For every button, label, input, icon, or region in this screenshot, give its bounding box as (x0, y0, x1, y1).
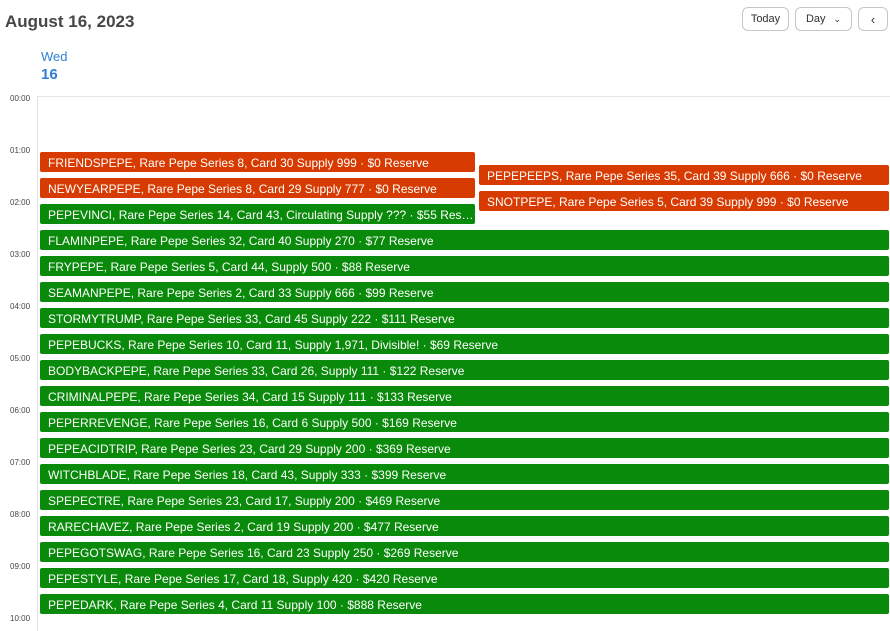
calendar-event[interactable]: SNOTPEPE, Rare Pepe Series 5, Card 39 Su… (478, 190, 890, 212)
calendar-event[interactable]: WITCHBLADE, Rare Pepe Series 18, Card 43… (39, 463, 890, 485)
calendar-event[interactable]: FRIENDSPEPE, Rare Pepe Series 8, Card 30… (39, 151, 476, 173)
hour-label: 06:00 (10, 406, 31, 415)
hour-label: 00:00 (10, 94, 31, 103)
calendar-event[interactable]: PEPEPEEPS, Rare Pepe Series 35, Card 39 … (478, 164, 890, 186)
hour-label: 05:00 (10, 354, 31, 363)
calendar-event[interactable]: NEWYEARPEPE, Rare Pepe Series 8, Card 29… (39, 177, 476, 199)
calendar-event[interactable]: RARECHAVEZ, Rare Pepe Series 2, Card 19 … (39, 515, 890, 537)
today-button[interactable]: Today (742, 7, 789, 31)
previous-day-button[interactable]: ‹ (858, 7, 888, 31)
calendar-event[interactable]: PEPEACIDTRIP, Rare Pepe Series 23, Card … (39, 437, 890, 459)
view-select-button[interactable]: Day ⌄ (795, 7, 852, 31)
hour-label: 09:00 (10, 562, 31, 571)
hour-label: 07:00 (10, 458, 31, 467)
hour-label: 04:00 (10, 302, 31, 311)
calendar-event[interactable]: SPEPECTRE, Rare Pepe Series 23, Card 17,… (39, 489, 890, 511)
day-name: Wed (41, 49, 68, 64)
header-divider (37, 96, 890, 97)
calendar-event[interactable]: PEPESTYLE, Rare Pepe Series 17, Card 18,… (39, 567, 890, 589)
calendar-event[interactable]: PEPEBUCKS, Rare Pepe Series 10, Card 11,… (39, 333, 890, 355)
page-title: August 16, 2023 (5, 12, 135, 31)
hour-label: 03:00 (10, 250, 31, 259)
calendar-event[interactable]: CRIMINALPEPE, Rare Pepe Series 34, Card … (39, 385, 890, 407)
calendar-event[interactable]: SEAMANPEPE, Rare Pepe Series 2, Card 33 … (39, 281, 890, 303)
calendar-event[interactable]: FRYPEPE, Rare Pepe Series 5, Card 44, Su… (39, 255, 890, 277)
hour-label: 10:00 (10, 614, 31, 623)
calendar-event[interactable]: BODYBACKPEPE, Rare Pepe Series 33, Card … (39, 359, 890, 381)
calendar-event[interactable]: PEPEDARK, Rare Pepe Series 4, Card 11 Su… (39, 593, 890, 615)
calendar-event[interactable]: PEPEGOTSWAG, Rare Pepe Series 16, Card 2… (39, 541, 890, 563)
calendar-event[interactable]: PEPERREVENGE, Rare Pepe Series 16, Card … (39, 411, 890, 433)
time-column-divider (37, 96, 38, 631)
calendar-event[interactable]: STORMYTRUMP, Rare Pepe Series 33, Card 4… (39, 307, 890, 329)
hour-label: 08:00 (10, 510, 31, 519)
hour-label: 02:00 (10, 198, 31, 207)
calendar-event[interactable]: PEPEVINCI, Rare Pepe Series 14, Card 43,… (39, 203, 476, 225)
chevron-left-icon: ‹ (870, 11, 876, 27)
calendar-event[interactable]: FLAMINPEPE, Rare Pepe Series 32, Card 40… (39, 229, 890, 251)
chevron-down-icon: ⌄ (833, 13, 842, 24)
hour-label: 01:00 (10, 146, 31, 155)
view-select-label: Day (805, 13, 826, 25)
day-number[interactable]: 16 (41, 66, 58, 83)
